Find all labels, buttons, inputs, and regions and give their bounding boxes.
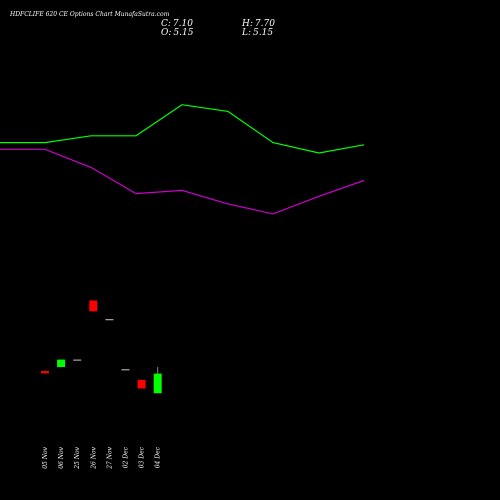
low-label: L: [242, 28, 252, 38]
open-readout: O: 5.15 [159, 28, 193, 38]
candle-body [89, 300, 98, 312]
high-readout: H: 7.70 [240, 19, 275, 29]
close-label: C: [161, 19, 171, 29]
candle-body [137, 379, 146, 389]
series-line-2 [0, 148, 365, 215]
x-tick-label: 03 Dec [139, 446, 146, 468]
candle-body [105, 319, 114, 321]
high-label: H: [242, 19, 253, 29]
x-tick-label: 06 Nov [58, 446, 65, 468]
chart-title: HDFCLIFE 620 CE Options Chart MunafaSutr… [10, 11, 170, 18]
candles [41, 300, 162, 394]
low-value: 5.15 [253, 28, 274, 38]
x-axis-ticks: 05 Nov 06 Nov 25 Nov 26 Nov 27 Nov 02 Dec 03 D… [42, 446, 162, 469]
open-value: 5.15 [173, 28, 194, 38]
candle-body [73, 359, 82, 361]
open-label: O: [161, 28, 172, 38]
close-value: 7.10 [172, 19, 193, 29]
close-readout: C: 7.10 [159, 19, 193, 29]
x-tick-label: 25 Nov [74, 446, 81, 469]
x-tick-label: 04 Dec [155, 446, 162, 468]
candle-body [121, 369, 130, 371]
x-tick-label: 02 Dec [123, 446, 130, 468]
series-line-1 [0, 104, 365, 154]
candle-body [57, 359, 66, 368]
low-readout: L: 5.15 [240, 28, 273, 38]
x-tick-label: 27 Nov [106, 446, 113, 469]
indicator-lines [0, 104, 365, 215]
candle-body [153, 373, 162, 394]
high-value: 7.70 [254, 19, 275, 29]
candle-body [41, 371, 49, 374]
x-tick-label: 05 Nov [42, 446, 49, 468]
x-tick-label: 26 Nov [90, 446, 97, 469]
